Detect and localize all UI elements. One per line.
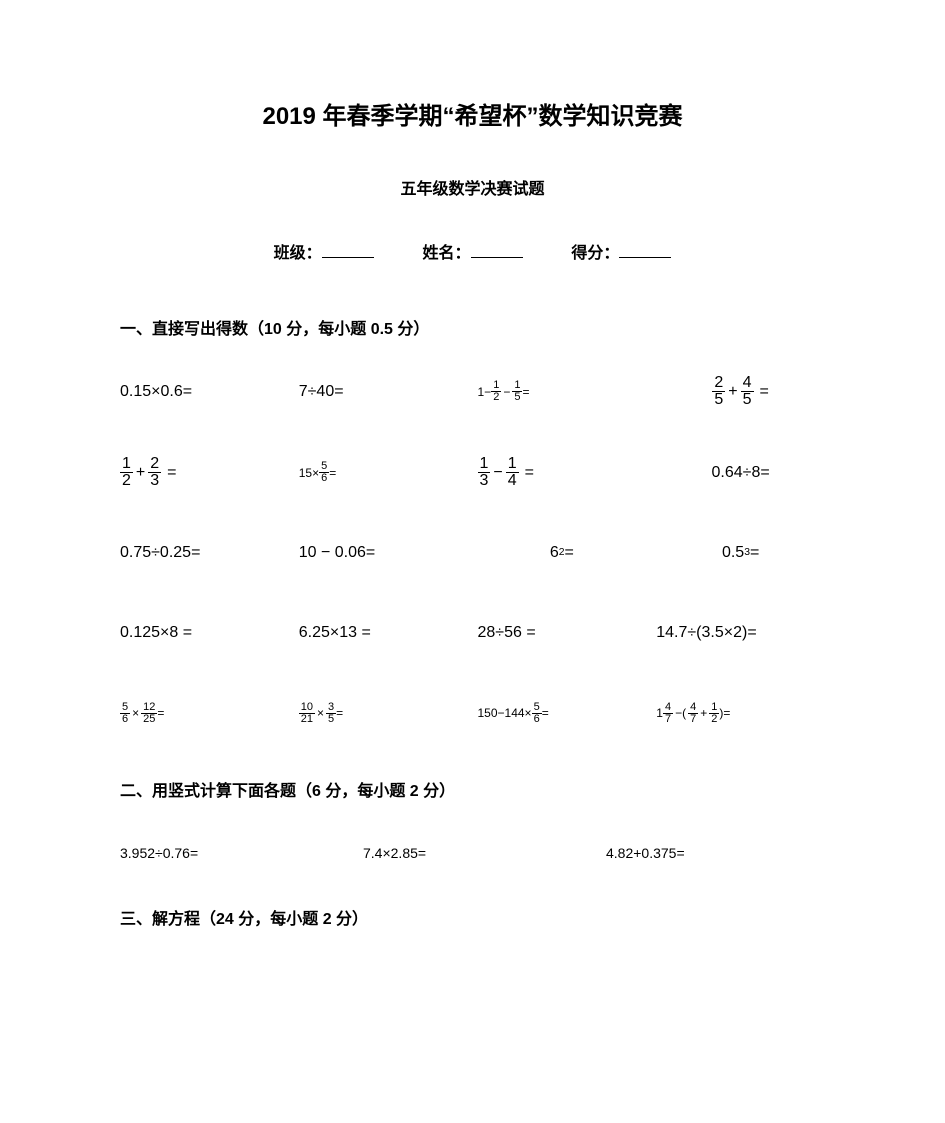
- q-cell: 0.53 =: [656, 537, 825, 569]
- q-cell: 12 + 23 =: [120, 456, 289, 489]
- q-cell: 28÷56 =: [478, 617, 647, 649]
- section-1-heading: 一、直接写出得数（10 分，每小题 0.5 分）: [120, 315, 825, 339]
- section-1-grid: 0.15×0.6= 7÷40= 1− 12 − 15 = 25 + 45 = 1…: [120, 375, 825, 729]
- q-cell: 62 =: [478, 537, 647, 569]
- section-2-row: 3.952÷0.76= 7.4×2.85= 4.82+0.375=: [120, 837, 825, 869]
- q-cell: 1 47 −( 47 + 12 )=: [656, 697, 825, 729]
- q-cell: 0.64÷8=: [656, 456, 825, 489]
- page-title: 2019 年春季学期“希望杯”数学知识竞赛: [120, 96, 825, 131]
- section-3-heading: 三、解方程（24 分，每小题 2 分）: [120, 905, 825, 929]
- q-cell: 150−144× 56 =: [478, 697, 647, 729]
- q-cell: 0.75÷0.25=: [120, 537, 289, 569]
- q-cell: 6.25×13 =: [299, 617, 468, 649]
- q-cell: 15× 56 =: [299, 456, 468, 489]
- section-2-heading: 二、用竖式计算下面各题（6 分，每小题 2 分）: [120, 777, 825, 801]
- name-blank[interactable]: [471, 241, 523, 258]
- student-info-row: 班级： 姓名： 得分：: [120, 239, 825, 263]
- q-cell: 10 − 0.06=: [299, 537, 468, 569]
- page-subtitle: 五年级数学决赛试题: [120, 175, 825, 199]
- q-cell: 4.82+0.375=: [606, 837, 825, 869]
- q-cell: 1021 × 35 =: [299, 697, 468, 729]
- exam-page: 2019 年春季学期“希望杯”数学知识竞赛 五年级数学决赛试题 班级： 姓名： …: [0, 0, 945, 1123]
- q-cell: 14.7÷(3.5×2)=: [656, 617, 825, 649]
- name-label: 姓名：: [422, 239, 470, 263]
- q-cell: 25 + 45 =: [656, 375, 825, 408]
- q-cell: 0.125×8 =: [120, 617, 289, 649]
- q-cell: 7÷40=: [299, 375, 468, 408]
- q-cell: 1− 12 − 15 =: [478, 375, 647, 408]
- q-cell: 56 × 1225 =: [120, 697, 289, 729]
- q-cell: 7.4×2.85=: [363, 837, 582, 869]
- q-cell: 13 − 14 =: [478, 456, 647, 489]
- q-cell: 3.952÷0.76=: [120, 837, 339, 869]
- score-blank[interactable]: [619, 241, 671, 258]
- class-label: 班级：: [274, 239, 322, 263]
- class-blank[interactable]: [322, 241, 374, 258]
- q-cell: 0.15×0.6=: [120, 375, 289, 408]
- score-label: 得分：: [571, 239, 619, 263]
